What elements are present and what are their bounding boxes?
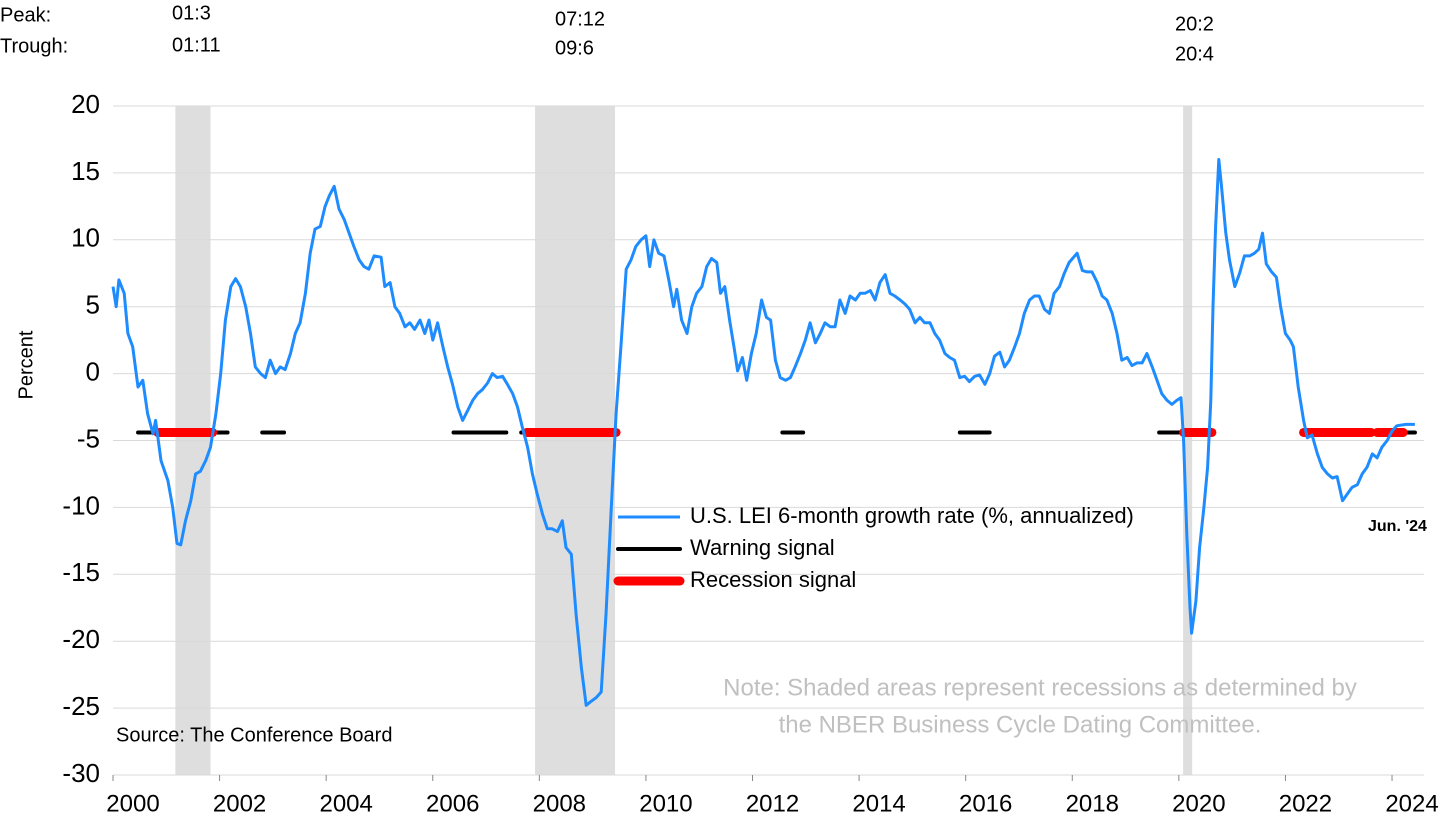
y-tick-label: 20 bbox=[71, 89, 100, 119]
x-tick-label: 2016 bbox=[959, 790, 1012, 817]
x-tick-label: 2012 bbox=[746, 790, 799, 817]
x-tick-label: 2022 bbox=[1279, 790, 1332, 817]
trough-date: 01:11 bbox=[172, 34, 221, 56]
note: Note: Shaded areas represent recessions … bbox=[723, 674, 1357, 701]
trough-date: 20:4 bbox=[1175, 43, 1214, 65]
y-tick-label: -25 bbox=[62, 691, 100, 721]
y-tick-label: 10 bbox=[71, 223, 100, 253]
x-tick-label: 2006 bbox=[426, 790, 479, 817]
y-tick-label: -30 bbox=[62, 758, 100, 788]
x-tick-label: 2010 bbox=[639, 790, 692, 817]
trough-date: 09:6 bbox=[555, 37, 594, 59]
peak-label: Peak: bbox=[0, 4, 51, 26]
note: the NBER Business Cycle Dating Committee… bbox=[779, 711, 1262, 738]
legend-label: Warning signal bbox=[690, 535, 835, 560]
x-tick-label: 2000 bbox=[106, 790, 159, 817]
source: Source: The Conference Board bbox=[116, 724, 392, 746]
y-tick-label: -15 bbox=[62, 557, 100, 587]
peak-date: 01:3 bbox=[172, 2, 211, 24]
peak-date: 07:12 bbox=[555, 8, 605, 30]
data-line bbox=[111, 158, 1415, 707]
x-tick-label: 2024 bbox=[1385, 790, 1438, 817]
x-tick-label: 2004 bbox=[319, 790, 372, 817]
y-tick-label: 0 bbox=[86, 356, 100, 386]
trough-label: Trough: bbox=[0, 35, 68, 57]
legend-label: Recession signal bbox=[690, 567, 856, 592]
y-tick-label: 15 bbox=[71, 156, 100, 186]
y-tick-label: -10 bbox=[62, 490, 100, 520]
x-tick-label: 2002 bbox=[213, 790, 266, 817]
peak-date: 20:2 bbox=[1175, 13, 1214, 35]
y-tick-label: 5 bbox=[86, 290, 100, 320]
x-tick-label: 2018 bbox=[1066, 790, 1119, 817]
y-tick-label: -5 bbox=[77, 423, 100, 453]
x-tick-label: 2008 bbox=[533, 790, 586, 817]
x-tick-label: 2014 bbox=[852, 790, 905, 817]
y-axis-label: Percent bbox=[15, 330, 37, 399]
end-label: Jun. '24 bbox=[1368, 518, 1427, 535]
legend-label: U.S. LEI 6-month growth rate (%, annuali… bbox=[690, 503, 1134, 528]
x-tick-label: 2020 bbox=[1172, 790, 1225, 817]
y-tick-label: -20 bbox=[62, 624, 100, 654]
